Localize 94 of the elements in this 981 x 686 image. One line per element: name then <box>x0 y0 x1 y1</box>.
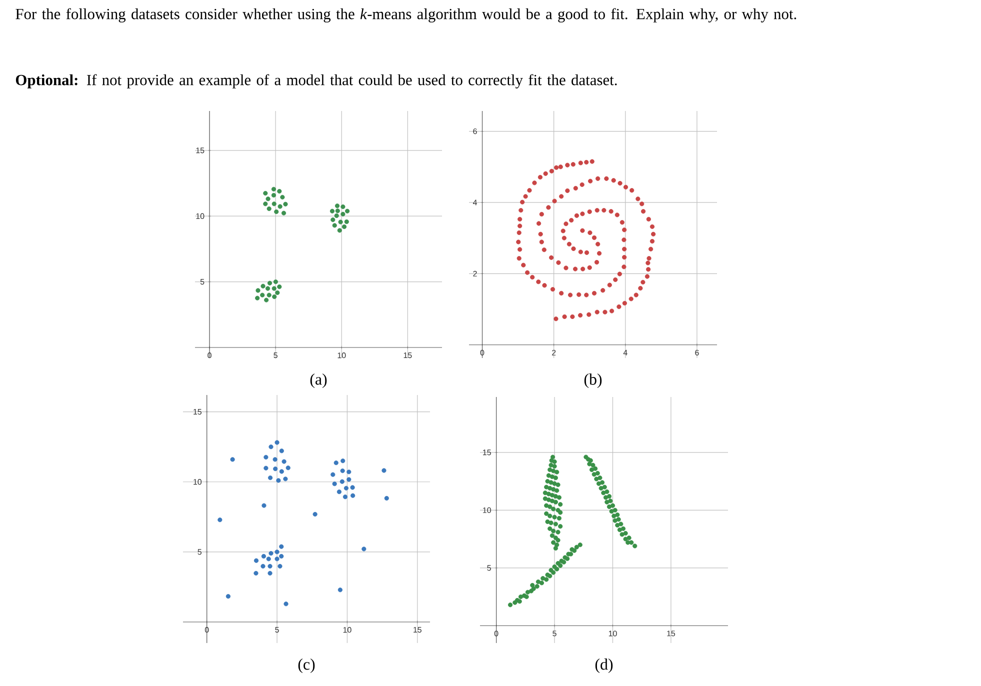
point <box>281 210 286 216</box>
point <box>256 288 260 293</box>
point <box>382 468 386 473</box>
point <box>265 286 270 291</box>
point <box>330 208 335 214</box>
point <box>266 206 272 212</box>
point <box>266 556 271 562</box>
point <box>271 186 276 192</box>
point <box>338 588 342 592</box>
point <box>264 466 268 470</box>
point <box>278 564 282 569</box>
point <box>254 558 259 563</box>
point <box>268 444 274 450</box>
point <box>218 518 222 522</box>
point <box>346 477 352 482</box>
point <box>255 296 260 300</box>
point <box>340 468 345 474</box>
point <box>330 217 336 222</box>
x-axis-title: (d) <box>595 658 613 673</box>
point <box>278 204 282 209</box>
point <box>312 512 318 517</box>
point <box>279 469 284 474</box>
point <box>336 490 342 494</box>
point <box>263 202 268 206</box>
point <box>268 551 274 556</box>
point <box>334 460 338 466</box>
point <box>260 284 266 288</box>
text: Optional: If not provide an example of a model that could be used to correctly fit the dataset. <box>16 74 617 88</box>
point <box>272 457 278 462</box>
point <box>267 280 272 286</box>
point <box>350 493 356 498</box>
point <box>346 470 352 474</box>
point <box>342 494 348 500</box>
point <box>283 476 288 482</box>
point <box>340 458 346 464</box>
point <box>274 209 279 214</box>
point <box>230 457 235 462</box>
point <box>280 194 285 200</box>
point <box>344 219 349 224</box>
x-axis-title: (c) <box>298 658 315 673</box>
point <box>271 192 276 198</box>
point <box>344 486 349 490</box>
point <box>268 570 272 576</box>
point <box>274 556 280 562</box>
point <box>268 476 273 480</box>
point <box>279 544 284 549</box>
x-axis-title: (a) <box>310 374 327 388</box>
point <box>268 564 272 569</box>
point <box>272 286 276 291</box>
point <box>266 292 272 298</box>
point <box>332 482 337 486</box>
point <box>273 466 278 472</box>
point <box>260 564 266 569</box>
point <box>345 208 350 214</box>
point <box>340 479 344 484</box>
point <box>282 459 286 464</box>
point <box>264 298 269 302</box>
point <box>340 204 346 210</box>
point <box>273 279 278 284</box>
point <box>276 478 281 483</box>
point <box>266 196 270 202</box>
point <box>284 602 288 606</box>
point <box>286 466 290 470</box>
point <box>384 496 389 501</box>
point <box>275 290 280 295</box>
point <box>334 213 339 218</box>
point <box>338 220 343 224</box>
point <box>262 503 266 508</box>
point <box>342 224 347 230</box>
point <box>263 190 268 196</box>
point <box>340 212 346 216</box>
point <box>277 188 282 194</box>
point <box>274 440 280 445</box>
point <box>362 546 366 552</box>
point <box>335 208 340 214</box>
point <box>264 454 268 460</box>
point <box>330 472 336 477</box>
point <box>350 485 355 490</box>
point <box>272 202 276 206</box>
x-axis-title: (b) <box>584 374 602 388</box>
point <box>337 228 342 233</box>
point <box>279 554 284 559</box>
point <box>274 550 280 554</box>
point <box>261 554 266 559</box>
point <box>334 204 340 208</box>
point <box>226 594 230 599</box>
point <box>254 570 258 576</box>
point <box>272 294 277 300</box>
point <box>332 223 337 228</box>
point <box>283 202 288 206</box>
point <box>279 448 284 454</box>
point <box>260 292 265 298</box>
text: For the following datasets consider whether using the k-means algorithm would be a good to fit. Explain why, or why not. <box>16 8 796 22</box>
point <box>277 284 282 290</box>
